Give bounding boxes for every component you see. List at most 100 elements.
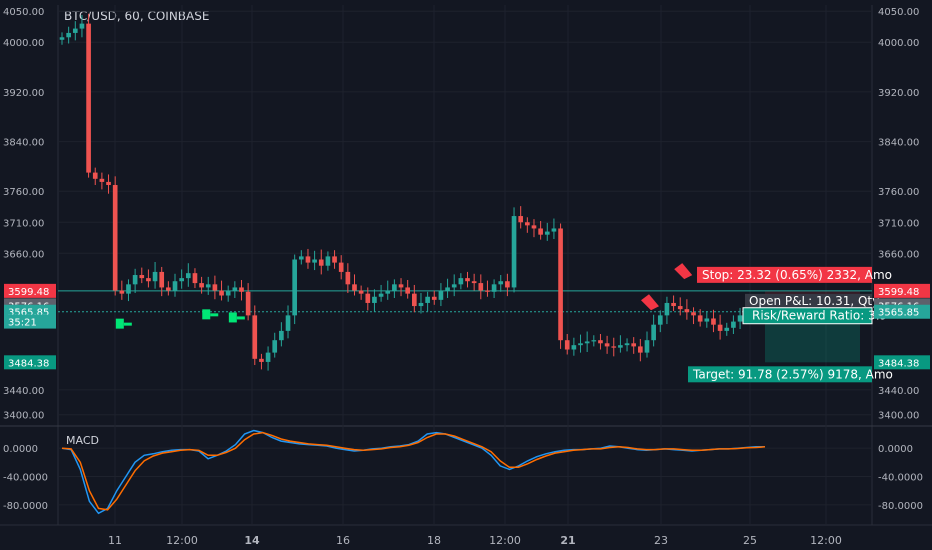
price-tick-left: 4050.00 (3, 7, 44, 18)
price-tick-left: 3760.00 (3, 187, 44, 198)
buy-flag-marker (228, 312, 237, 323)
price-badge-left (4, 283, 56, 298)
sell-flag-marker (674, 263, 693, 280)
candle-body (192, 273, 198, 284)
candle-body (405, 287, 411, 294)
candle-body (312, 259, 317, 263)
time-tick-label: 25 (743, 534, 757, 547)
candle-body (279, 330, 284, 341)
candle-body (99, 178, 105, 182)
buy-flag-marker (202, 309, 211, 320)
macd-title: MACD (66, 434, 99, 447)
candle-body (578, 343, 583, 346)
price-badge-left (4, 355, 56, 370)
candle-body (478, 283, 484, 291)
candle-body (298, 256, 304, 260)
candle-body (325, 256, 331, 266)
candle-body (338, 262, 344, 272)
candle-body (146, 278, 151, 282)
time-tick-label: 12:00 (489, 534, 521, 547)
macd-tick-left: 0.0000 (3, 444, 38, 455)
candle-body (358, 290, 364, 294)
stop-annotation: Stop: 23.32 (0.65%) 2332, Amo (702, 268, 892, 282)
pnl-annotation: Open P&L: 10.31, Qty: (749, 294, 882, 308)
price-tick-left: 3920.00 (3, 88, 44, 99)
candle-body (564, 340, 570, 350)
candle-body (458, 278, 464, 285)
candle-body (139, 275, 145, 279)
candle-body (199, 283, 204, 288)
time-tick-label: 12:00 (810, 534, 842, 547)
candle-body (112, 185, 118, 291)
price-badge-right (874, 283, 930, 298)
buy-flag-tail (123, 322, 132, 326)
candle-body (538, 228, 543, 235)
candle-body (471, 281, 477, 284)
candle-body (232, 287, 238, 291)
price-tick-right: 3660.00 (878, 249, 919, 260)
price-tick-right: 4050.00 (878, 7, 919, 18)
candle-body (571, 345, 577, 350)
price-tick-left: 3660.00 (3, 249, 44, 260)
candle-body (239, 287, 244, 292)
candle-body (126, 284, 131, 294)
price-tick-right: 4000.00 (878, 38, 919, 49)
candle-body (438, 290, 444, 300)
price-tick-left: 4000.00 (3, 38, 44, 49)
candle-body (505, 281, 510, 288)
buy-flag-tail (236, 316, 245, 320)
candle-body (677, 306, 683, 310)
candle-body (511, 216, 517, 288)
candle-body (152, 271, 158, 282)
price-tick-right: 3920.00 (878, 88, 919, 99)
candle-body (392, 284, 397, 291)
candle-body (132, 275, 138, 285)
price-badge-right-label: 3565.85 (878, 308, 919, 319)
candle-body (66, 32, 71, 38)
candle-body (491, 284, 497, 292)
buy-flag-marker (115, 318, 124, 329)
candle-body (259, 358, 264, 362)
candle-body (59, 37, 65, 40)
time-tick-label: 16 (336, 534, 350, 547)
candle-body (644, 340, 650, 353)
candle-body (372, 296, 377, 303)
candle-body (219, 290, 224, 296)
price-badge-left (4, 314, 56, 329)
candle-body (92, 172, 98, 179)
macd-line (61, 429, 765, 515)
macd-tick-right: 0.0000 (878, 444, 913, 455)
price-badge-right-label: 3484.38 (878, 358, 919, 369)
candle-body (318, 259, 324, 266)
candle-body (79, 23, 85, 29)
candle-body (664, 302, 670, 316)
macd-tick-right: -40.0000 (878, 473, 923, 484)
price-tick-right: 3710.00 (878, 218, 919, 229)
price-tick-left: 3400.00 (3, 411, 44, 422)
candle-body (451, 284, 457, 288)
price-badge-right (874, 304, 930, 319)
candle-body (106, 181, 111, 186)
candle-body (638, 346, 643, 353)
candle-body (697, 315, 703, 322)
candle-body (598, 340, 603, 344)
buy-flag-tail (210, 313, 219, 317)
candle-body (378, 293, 384, 297)
candle-body (245, 291, 251, 316)
rr-annotation-box (742, 307, 873, 325)
candle-body (332, 256, 337, 263)
candle-body (631, 343, 637, 347)
candle-body (179, 278, 184, 282)
candle-body (418, 302, 424, 307)
price-badge-left-label: 3565.85 (8, 308, 49, 319)
candle-body (265, 352, 271, 362)
time-tick-label: 18 (427, 534, 441, 547)
signal-line (61, 431, 766, 511)
candle-body (425, 296, 430, 303)
price-tick-right: 3840.00 (878, 138, 919, 149)
candle-body (624, 343, 630, 346)
candle-body (398, 284, 404, 288)
sell-flag-marker (640, 294, 659, 311)
candle-body (72, 28, 78, 33)
